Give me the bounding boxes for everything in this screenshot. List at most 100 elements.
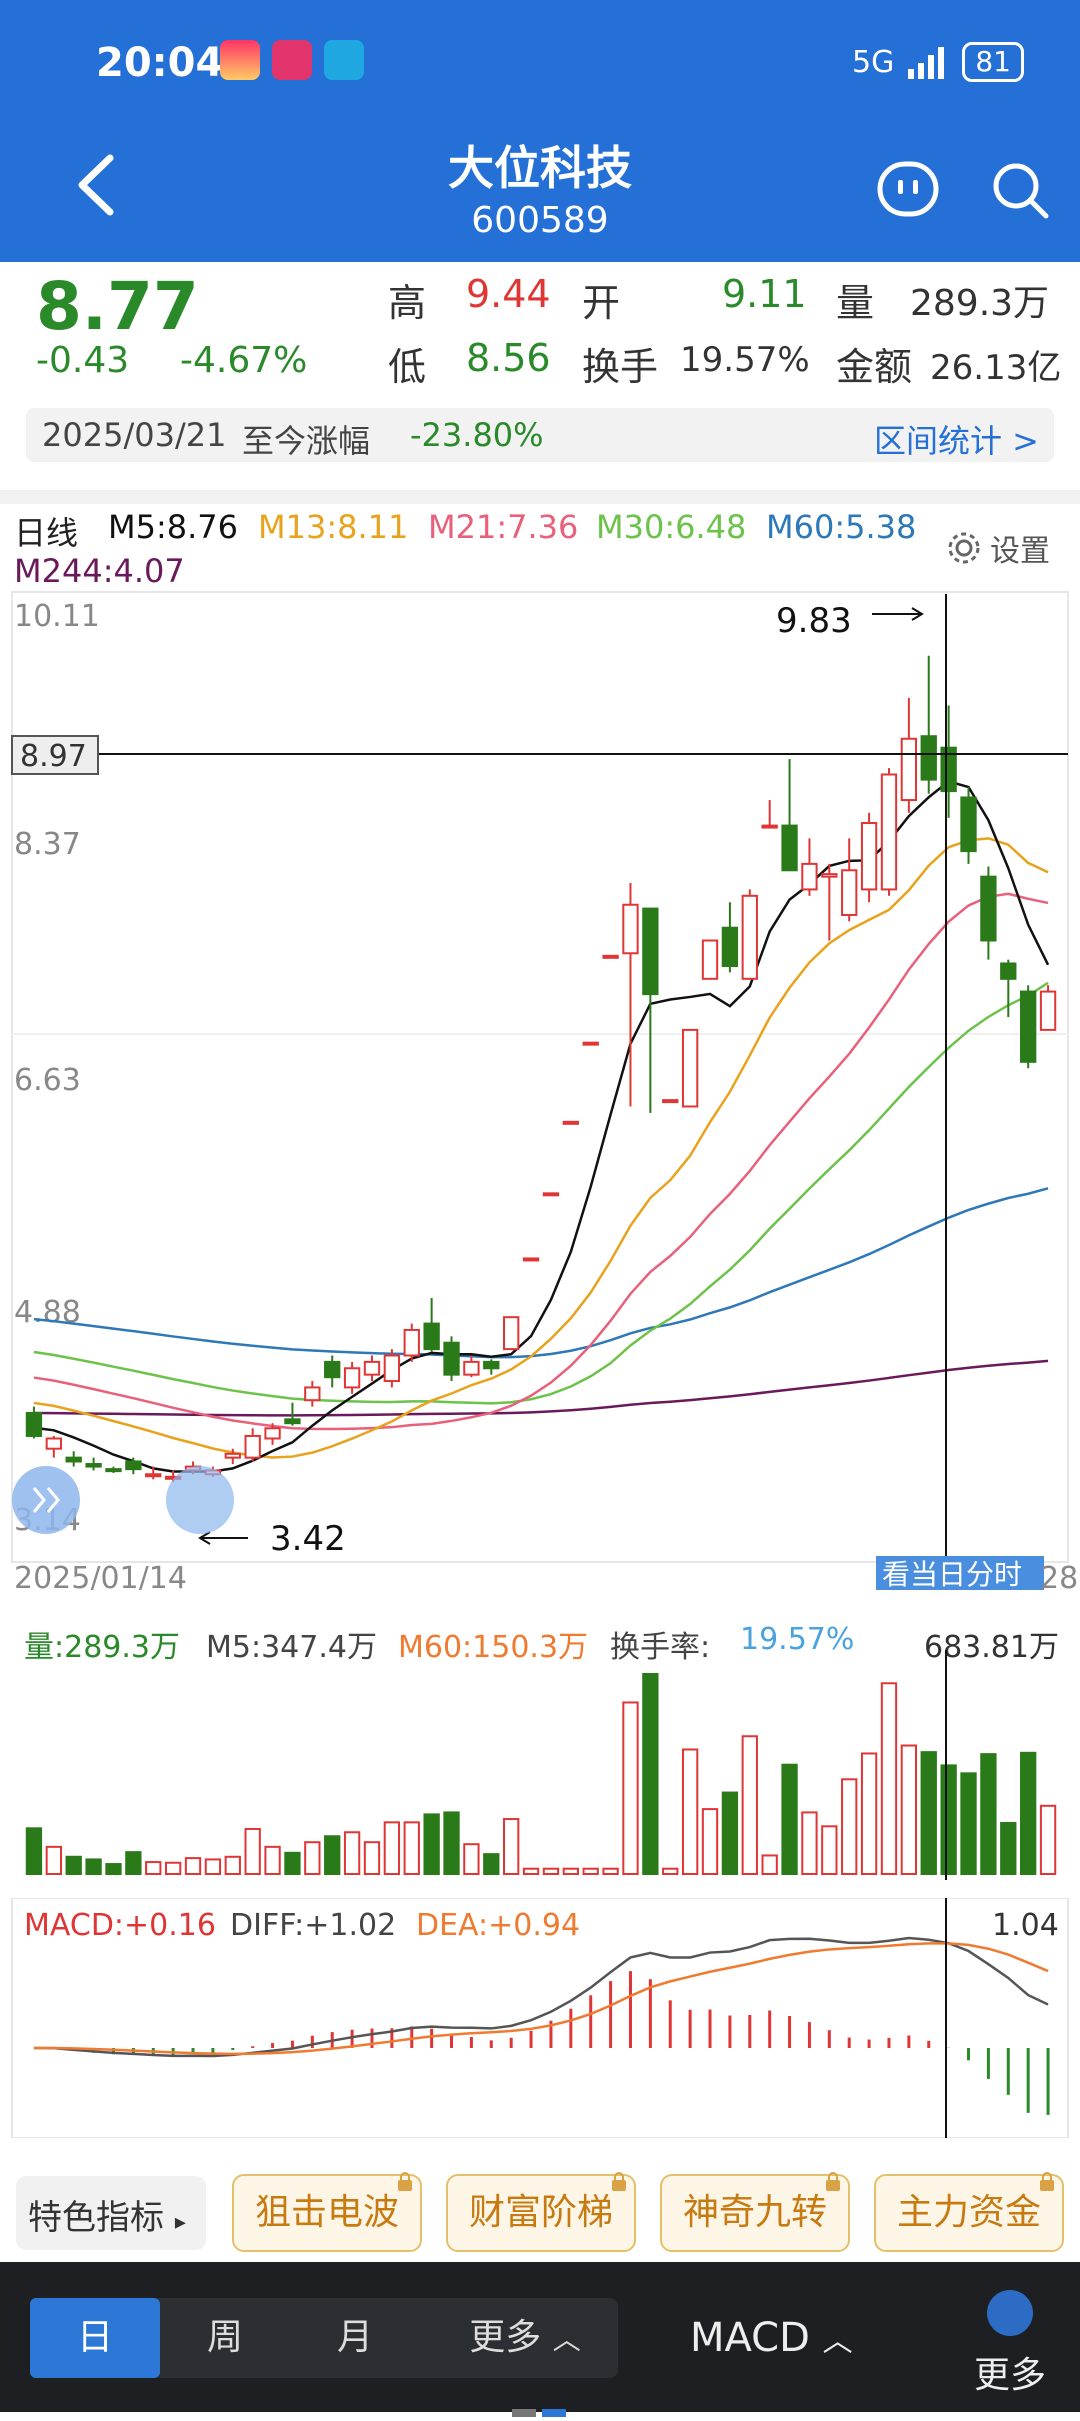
candle [801,862,818,891]
candle [761,824,778,829]
x-start-date: 2025/01/14 [14,1561,187,1590]
y-tick-4: 4.88 [14,1295,81,1330]
turnover-value: 19.57% [680,340,810,380]
volume-bar [1020,1751,1037,1875]
lock-icon [826,2172,840,2191]
m21-line [33,892,1049,1431]
dea-value: DEA:+0.94 [416,1908,581,1943]
candle [363,1360,381,1376]
ma5-label: M5:8.76 [108,508,238,546]
candle [821,873,838,878]
candle [125,1460,142,1471]
volume-bar [562,1867,579,1875]
lock-icon [1040,2172,1054,2191]
volume-bar [940,1764,957,1875]
feature-sniper-wave[interactable]: 狙击电波 [232,2172,422,2252]
volume-bar [522,1867,540,1875]
candle [45,1437,62,1450]
macd-chart [11,1898,1069,2138]
volume-bar [821,1825,838,1876]
candle [244,1434,261,1459]
tab-month[interactable]: 月 [336,2317,373,2358]
macd-value: MACD:+0.16 [24,1908,216,1943]
back-arrow-icon[interactable] [70,150,120,220]
candle [721,926,739,968]
y-tick-2: 8.37 [14,827,81,862]
volume-bar [1000,1822,1017,1875]
indicator-selector[interactable]: MACD ︿ [690,2315,853,2361]
more-button[interactable]: 更多 [960,2290,1060,2398]
volume-bar [681,1748,699,1875]
candle [960,796,977,853]
volume-bar [741,1735,758,1875]
ma13-label: M13:8.11 [258,508,409,546]
volume-label: 量 [836,281,875,325]
volume-bar [25,1827,43,1876]
m13-line [33,837,1049,1459]
volume-bar [483,1853,500,1875]
volume-bar [224,1855,241,1876]
signal-icon [908,47,945,79]
network-label: 5G [852,44,895,80]
search-icon[interactable] [988,158,1052,222]
volume-bar [801,1811,818,1876]
volume-bar [164,1861,182,1875]
tab-more[interactable]: 更多 ︿ [469,2317,581,2358]
candle [443,1341,460,1376]
crosshair-price-box [11,735,99,775]
volume-bar [324,1835,341,1876]
feature-magic-nine[interactable]: 神奇九转 [660,2172,850,2252]
volume-bar [463,1843,480,1875]
range-stats-link[interactable]: 区间统计 > [874,422,1039,460]
volume-bar [721,1791,739,1875]
volume-bar [1039,1804,1057,1876]
note-marker-button[interactable] [166,1466,234,1534]
chat-robot-icon[interactable] [876,158,940,222]
volume-bar [642,1673,659,1875]
view-intraday-button[interactable] [876,1556,1044,1590]
expand-button[interactable] [12,1466,80,1534]
top-bar [0,0,1080,262]
volume-bar [960,1772,977,1875]
volume-bar [204,1858,222,1876]
volume-bar [860,1752,878,1875]
feature-wealth-ladder[interactable]: 财富阶梯 [446,2172,636,2252]
tab-week[interactable]: 周 [206,2317,243,2358]
volume-bar [343,1831,361,1876]
candle [65,1456,82,1463]
feature-main-capital[interactable]: 主力资金 [874,2172,1064,2252]
candle [522,1257,540,1262]
volume-bar [761,1854,778,1876]
range-stats-bar: 2025/03/21 至今涨幅 -23.80% 区间统计 > [26,408,1054,462]
volume-ma5: M5:347.4万 [206,1630,377,1665]
candlestick-chart[interactable]: 10.11 8.37 6.63 4.88 3.14 8.97 9.83 3.42… [0,590,1080,1590]
feature-indicators-menu[interactable]: 特色指标 ▸ [16,2176,206,2250]
stock-name: 大位科技 [448,141,632,195]
lock-icon [398,2172,412,2191]
page-indicator [512,2402,568,2417]
volume-chart [25,1650,1057,1880]
feature-label: 狙击电波 [254,2192,399,2233]
y-tick-1: 10.11 [14,599,100,634]
ma60-label: M60:5.38 [766,508,917,546]
volume-bar [125,1851,142,1875]
volume-bar [602,1867,619,1875]
status-time: 20:04 [96,40,224,86]
candle [503,1316,520,1351]
low-label: 低 [388,345,427,389]
m60-line [33,1187,1049,1359]
ma30-label: M30:6.48 [596,508,747,546]
candle [403,1328,420,1357]
app-notification-icon [220,40,260,80]
volume-bar [264,1845,281,1876]
candle [542,1192,560,1197]
volume-bar [980,1753,997,1875]
volume-bar [582,1867,599,1875]
feature-label: 财富阶梯 [468,2192,613,2233]
tab-day[interactable]: 日 [30,2298,160,2378]
high-label: 高 [388,281,427,325]
candle [264,1427,281,1440]
candle [662,1099,679,1104]
settings-button[interactable]: 设置 [946,526,1050,570]
feature-label: 神奇九转 [682,2192,827,2233]
